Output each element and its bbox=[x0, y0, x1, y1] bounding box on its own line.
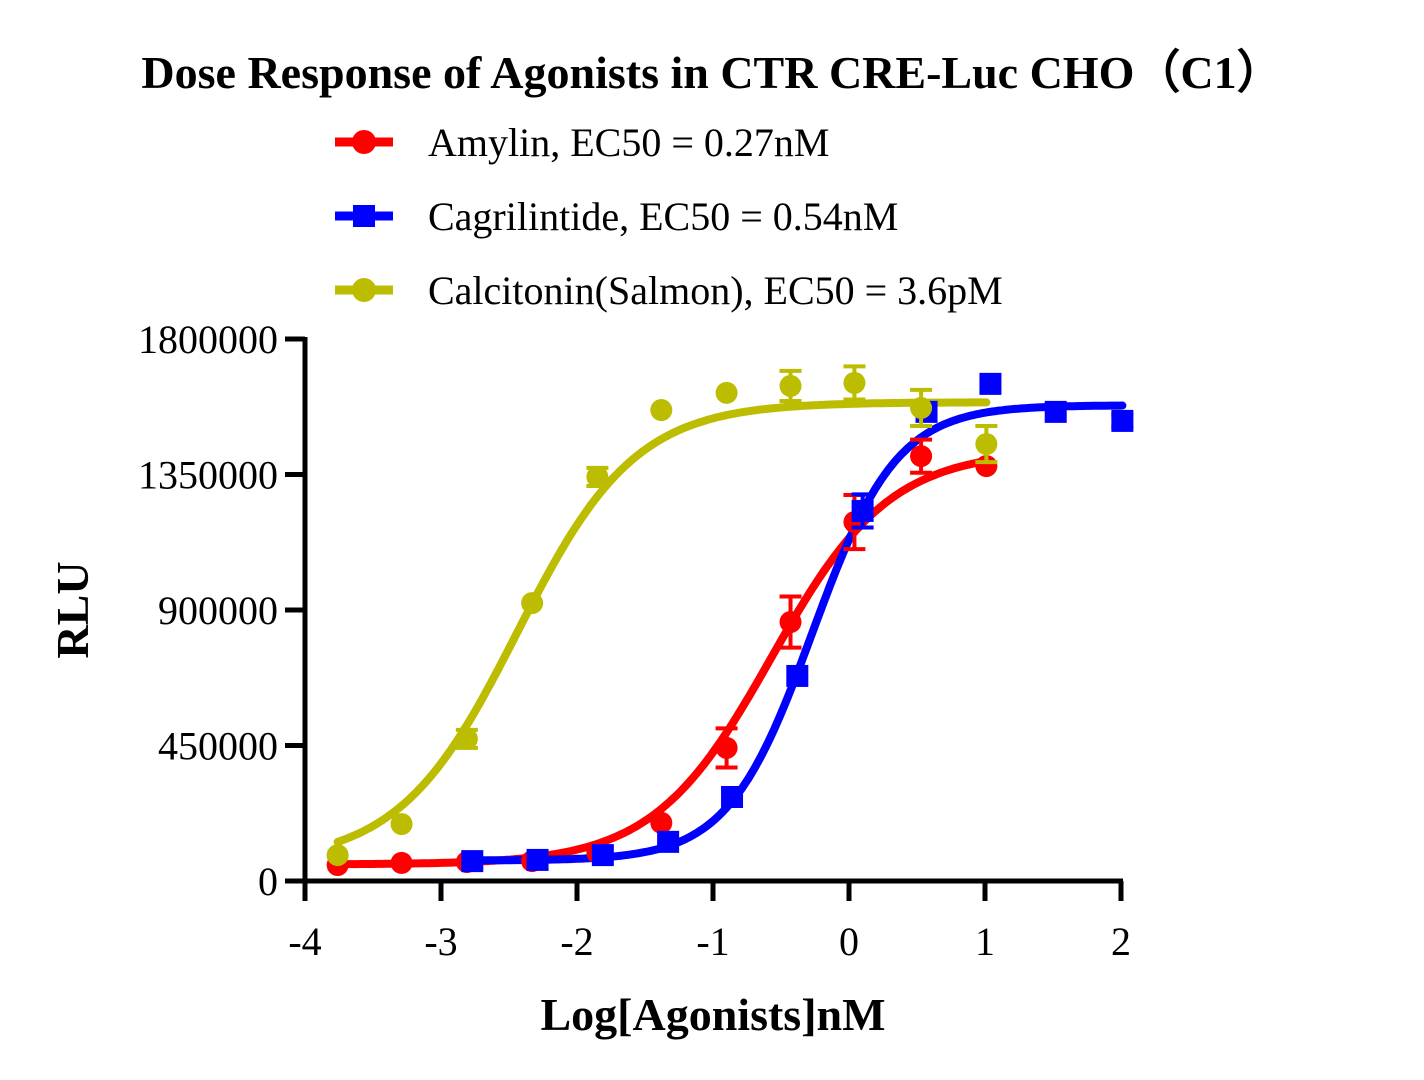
data-point-square bbox=[979, 372, 1002, 395]
legend-label: Calcitonin(Salmon), EC50 = 3.6pM bbox=[428, 268, 1003, 313]
legend-marker-circle bbox=[352, 278, 376, 302]
data-points bbox=[326, 364, 1134, 877]
data-point-circle bbox=[326, 844, 349, 867]
legend: Amylin, EC50 = 0.27nM Cagrilintide, EC50 … bbox=[335, 120, 1003, 313]
data-point-circle bbox=[390, 851, 413, 874]
data-point-circle bbox=[779, 374, 802, 397]
data-point-square bbox=[786, 664, 809, 687]
y-tick-label: 900000 bbox=[158, 588, 278, 633]
data-point-circle bbox=[975, 433, 998, 456]
y-tick-label: 450000 bbox=[158, 724, 278, 769]
data-point-square bbox=[1111, 409, 1134, 432]
legend-label: Amylin, EC50 = 0.27nM bbox=[428, 120, 829, 165]
fit-curve bbox=[333, 457, 991, 869]
data-point-square bbox=[721, 785, 744, 808]
data-point-circle bbox=[650, 399, 673, 422]
axes: -4 -3 -2 -1 0 1 2 0 450000 900000 1350000 1800000 bbox=[138, 317, 1131, 964]
y-tick-label: 1800000 bbox=[138, 317, 278, 362]
data-point-circle bbox=[586, 465, 609, 488]
x-tick-label: -2 bbox=[560, 919, 593, 964]
x-tick-label: -1 bbox=[696, 919, 729, 964]
data-point-square bbox=[461, 850, 484, 873]
y-tick-label: 1350000 bbox=[138, 453, 278, 498]
data-point-circle bbox=[910, 445, 933, 468]
data-point-square bbox=[851, 499, 874, 522]
legend-marker-circle bbox=[352, 130, 376, 154]
x-axis-label: Log[Agonists]nM bbox=[540, 989, 885, 1040]
data-point-square bbox=[591, 844, 614, 867]
data-point-circle bbox=[650, 811, 673, 834]
data-point-circle bbox=[390, 813, 413, 836]
data-point-circle bbox=[843, 371, 866, 394]
data-point-circle bbox=[715, 381, 738, 404]
legend-marker-square bbox=[353, 205, 375, 227]
x-tick-label: -3 bbox=[424, 919, 457, 964]
x-tick-label: -4 bbox=[288, 919, 321, 964]
chart-title: Dose Response of Agonists in CTR CRE-Luc… bbox=[141, 47, 1282, 98]
x-tick-label: 1 bbox=[975, 919, 995, 964]
x-tick-label: 0 bbox=[839, 919, 859, 964]
data-point-circle bbox=[715, 736, 738, 759]
data-point-circle bbox=[779, 611, 802, 634]
legend-label: Cagrilintide, EC50 = 0.54nM bbox=[428, 194, 898, 239]
data-point-square bbox=[1044, 400, 1067, 423]
x-tick-label: 2 bbox=[1111, 919, 1131, 964]
data-point-circle bbox=[910, 396, 933, 419]
fit-curve bbox=[333, 398, 991, 846]
data-point-circle bbox=[455, 727, 478, 750]
fit-curve bbox=[468, 401, 1127, 865]
data-point-square bbox=[526, 848, 549, 871]
y-tick-label: 0 bbox=[258, 859, 278, 904]
data-point-square bbox=[657, 830, 680, 853]
data-point-circle bbox=[521, 592, 544, 615]
y-axis-label: RLU bbox=[47, 561, 98, 658]
